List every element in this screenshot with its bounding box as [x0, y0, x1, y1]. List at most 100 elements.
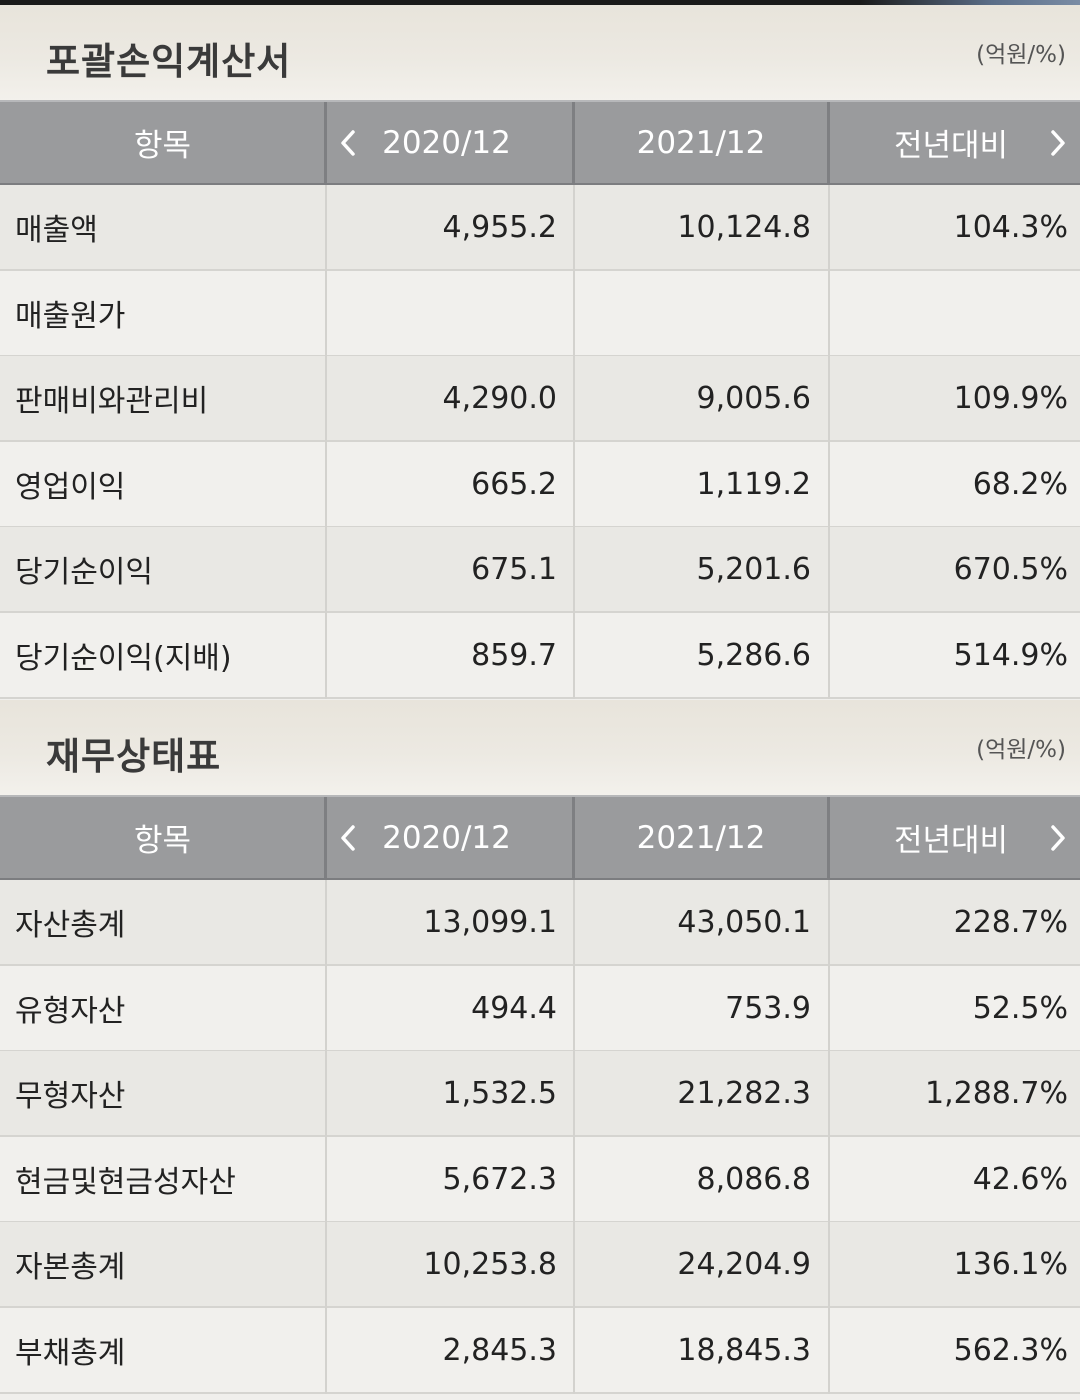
section-title: 재무상태표 [46, 735, 222, 778]
value-yoy [829, 271, 1068, 355]
income-statement-table-header: 항목 2020/12 2021/12 전년대비 [0, 100, 1080, 186]
column-divider [325, 271, 327, 357]
column-divider [325, 1137, 327, 1223]
column-divider [573, 1222, 575, 1308]
value-2021: 5,286.6 [696, 637, 811, 673]
column-divider [828, 442, 830, 528]
column-divider [828, 356, 830, 442]
column-divider [828, 613, 830, 699]
value-2020: 675.1 [471, 551, 557, 587]
status-bar-edge [0, 0, 1080, 5]
value-2020: 5,672.3 [442, 1161, 557, 1197]
header-divider [827, 102, 830, 183]
column-divider [325, 880, 327, 966]
header-item: 항목 [133, 823, 192, 859]
value-2020: 494.4 [471, 990, 557, 1026]
row-label: 매출원가 [15, 299, 126, 334]
balance-sheet-header: 재무상태표 (억원/%) [0, 700, 1080, 796]
header-divider [827, 797, 830, 878]
value-2021: 5,201.6 [696, 551, 811, 587]
column-divider [573, 1137, 575, 1223]
table-row[interactable]: 무형자산 1,532.5 21,282.3 1,288.7% [0, 1051, 1080, 1137]
column-divider [573, 1308, 575, 1394]
column-divider [325, 1308, 327, 1394]
chevron-left-icon [341, 824, 355, 851]
column-divider [325, 527, 327, 613]
header-yoy-label: 전년대비 [893, 823, 1009, 859]
value-yoy: 1,288.7% [924, 1075, 1068, 1111]
next-period-button[interactable] [1038, 102, 1078, 183]
column-divider [573, 185, 575, 271]
column-divider [573, 880, 575, 966]
value-2021: 9,005.6 [696, 380, 811, 416]
row-label: 매출액 [15, 213, 98, 248]
next-period-button[interactable] [1038, 797, 1078, 878]
header-item: 항목 [133, 128, 192, 164]
column-divider [573, 966, 575, 1052]
chevron-right-icon [1051, 824, 1065, 851]
value-2021: 753.9 [725, 990, 811, 1026]
row-label: 자본총계 [15, 1250, 126, 1285]
table-row[interactable]: 자산총계 13,099.1 43,050.1 228.7% [0, 880, 1080, 966]
column-divider [573, 1051, 575, 1137]
column-divider [325, 185, 327, 271]
column-divider [573, 613, 575, 699]
value-2021: 8,086.8 [696, 1161, 811, 1197]
table-row[interactable]: 자본총계 10,253.8 24,204.9 136.1% [0, 1222, 1080, 1308]
table-row[interactable]: 영업이익 665.2 1,119.2 68.2% [0, 442, 1080, 528]
value-2021: 10,124.8 [677, 209, 811, 245]
value-2021 [574, 271, 811, 355]
value-2020: 665.2 [471, 466, 557, 502]
column-divider [325, 356, 327, 442]
row-label: 무형자산 [15, 1079, 126, 1114]
value-2020: 4,290.0 [442, 380, 557, 416]
table-row[interactable]: 판매비와관리비 4,290.0 9,005.6 109.9% [0, 356, 1080, 442]
prev-period-button[interactable] [328, 102, 368, 183]
unit-label: (억원/%) [976, 737, 1066, 763]
value-yoy: 68.2% [972, 466, 1068, 502]
header-divider [572, 797, 575, 878]
chevron-left-icon [341, 129, 355, 156]
column-divider [325, 442, 327, 528]
value-2021: 43,050.1 [677, 904, 811, 940]
table-row[interactable]: 당기순이익(지배) 859.7 5,286.6 514.9% [0, 613, 1080, 699]
table-row[interactable]: 현금및현금성자산 5,672.3 8,086.8 42.6% [0, 1137, 1080, 1223]
column-divider [828, 1222, 830, 1308]
column-divider [325, 1222, 327, 1308]
value-2021: 21,282.3 [677, 1075, 811, 1111]
prev-period-button[interactable] [328, 797, 368, 878]
column-divider [573, 527, 575, 613]
row-label: 판매비와관리비 [15, 384, 209, 419]
header-col-2021: 2021/12 [636, 124, 766, 161]
header-col-2020: 2020/12 [382, 819, 511, 856]
table-row[interactable]: 유형자산 494.4 753.9 52.5% [0, 966, 1080, 1052]
table-row[interactable]: 부채총계 2,845.3 18,845.3 562.3% [0, 1308, 1080, 1394]
header-col-2021: 2021/12 [636, 819, 766, 856]
table-row[interactable]: 당기순이익 675.1 5,201.6 670.5% [0, 527, 1080, 613]
value-yoy: 109.9% [953, 380, 1068, 416]
table-row[interactable]: 매출액 4,955.2 10,124.8 104.3% [0, 185, 1080, 271]
row-label: 자산총계 [15, 908, 126, 943]
row-label: 당기순이익 [15, 555, 153, 590]
header-col-yoy: 전년대비 [830, 102, 1080, 183]
column-divider [828, 966, 830, 1052]
header-divider [324, 797, 327, 878]
column-divider [828, 1308, 830, 1394]
value-yoy: 228.7% [953, 904, 1068, 940]
column-divider [573, 442, 575, 528]
status-bar-glow [860, 0, 1080, 5]
value-2020: 4,955.2 [442, 209, 557, 245]
value-2020: 2,845.3 [442, 1332, 557, 1368]
value-yoy: 514.9% [953, 637, 1068, 673]
value-yoy: 42.6% [972, 1161, 1068, 1197]
table-row[interactable]: 매출원가 [0, 271, 1080, 357]
row-label: 부채총계 [15, 1336, 126, 1371]
header-divider [324, 102, 327, 183]
column-divider [325, 966, 327, 1052]
header-col-2020: 2020/12 [382, 124, 511, 161]
income-statement-header: 포괄손익계산서 (억원/%) [0, 5, 1080, 101]
header-yoy-label: 전년대비 [893, 128, 1009, 164]
value-2021: 24,204.9 [677, 1246, 811, 1282]
column-divider [828, 185, 830, 271]
section-title: 포괄손익계산서 [46, 40, 292, 83]
